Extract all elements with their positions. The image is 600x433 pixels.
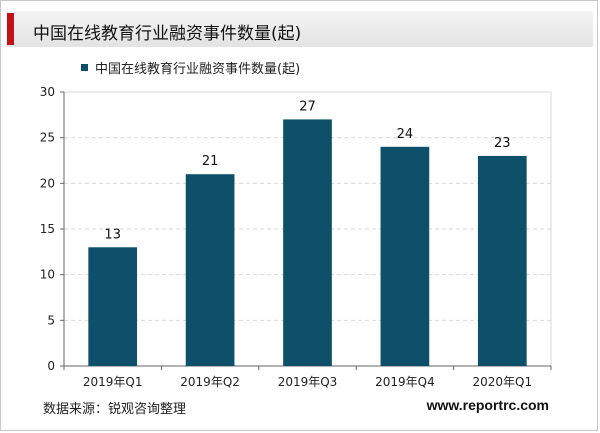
bar bbox=[477, 155, 527, 366]
bar bbox=[185, 174, 235, 366]
data-label: 23 bbox=[494, 136, 511, 151]
y-tick-label: 25 bbox=[40, 131, 55, 145]
x-tick-label: 2020年Q1 bbox=[472, 375, 532, 389]
website-link[interactable]: www.reportrc.com bbox=[426, 397, 549, 413]
legend-label: 中国在线教育行业融资事件数量(起) bbox=[95, 61, 301, 77]
bar bbox=[380, 146, 430, 366]
page-title: 中国在线教育行业融资事件数量(起) bbox=[33, 24, 302, 44]
data-label: 24 bbox=[397, 127, 414, 142]
bars bbox=[88, 119, 527, 367]
data-label: 27 bbox=[299, 99, 316, 114]
x-tick-label: 2019年Q2 bbox=[180, 375, 240, 389]
data-label: 21 bbox=[202, 154, 219, 169]
chart-legend: 中国在线教育行业融资事件数量(起) bbox=[81, 57, 300, 77]
labels: 0 5 10 15 20 25 30 13 2019年Q1 21 2019年Q2 27 2019年Q3 2… bbox=[40, 85, 532, 389]
y-tick-label: 15 bbox=[40, 222, 55, 236]
y-tick-label: 0 bbox=[47, 359, 55, 373]
x-tick-label: 2019年Q4 bbox=[375, 375, 435, 389]
x-tick-label: 2019年Q1 bbox=[83, 375, 143, 389]
data-source-note: 数据来源：锐观咨询整理 bbox=[43, 402, 187, 417]
title-bar: 中国在线教育行业融资事件数量(起) bbox=[7, 11, 593, 47]
data-label: 13 bbox=[104, 227, 121, 242]
x-tick-label: 2019年Q3 bbox=[278, 375, 338, 389]
y-tick-label: 5 bbox=[47, 313, 55, 327]
y-tick-label: 30 bbox=[40, 85, 55, 99]
bar bbox=[88, 247, 138, 366]
legend-swatch bbox=[81, 63, 88, 71]
y-tick-label: 10 bbox=[40, 268, 55, 282]
title-accent-bar bbox=[7, 13, 14, 45]
y-tick-label: 20 bbox=[40, 176, 55, 190]
bar bbox=[283, 119, 332, 367]
